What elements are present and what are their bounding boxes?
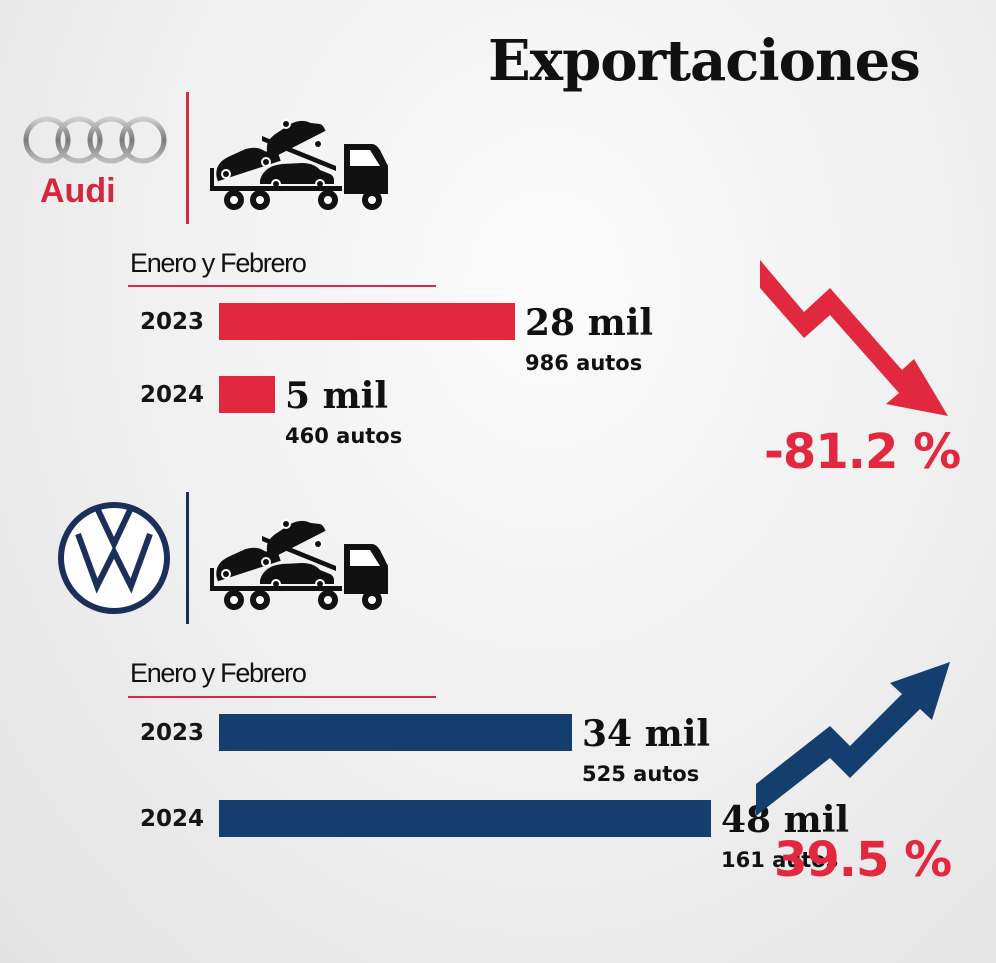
car-carrier-truck-icon — [210, 519, 388, 610]
audi-logo-text: Audi — [40, 172, 116, 210]
vw-bar-2024 — [219, 800, 711, 837]
car-carrier-truck-icon — [210, 119, 388, 210]
vw-period-label: Enero y Febrero — [130, 658, 307, 688]
audi-sub-label-2023: 986 autos — [525, 351, 643, 375]
vw-sub-label-2024: 161 autos — [721, 848, 839, 872]
vw-divider — [186, 492, 189, 624]
vw-tick-label-2024: 2024 — [140, 806, 205, 832]
audi-rings-icon — [23, 116, 167, 164]
vw-period-underline — [128, 696, 436, 698]
vw-value-label-2023: 34 mil — [582, 713, 711, 755]
trend-up-arrow-icon — [756, 662, 950, 816]
vw-sub-label-2023: 525 autos — [582, 762, 700, 786]
vw-bar-2023 — [219, 714, 572, 751]
vw-value-label-2024: 48 mil — [721, 799, 850, 841]
audi-logo: Audi — [20, 112, 170, 212]
page-title: Exportaciones — [488, 28, 921, 94]
audi-tick-label-2024: 2024 — [140, 382, 205, 408]
audi-bar-2023 — [219, 303, 515, 340]
vw-logo-icon — [58, 502, 170, 614]
audi-value-label-2023: 28 mil — [525, 302, 654, 344]
audi-period-underline — [128, 285, 436, 287]
vw-tick-label-2023: 2023 — [140, 720, 205, 746]
trend-down-arrow-icon — [760, 260, 948, 416]
audi-sub-label-2024: 460 autos — [285, 424, 403, 448]
audi-tick-label-2023: 2023 — [140, 309, 205, 335]
audi-change-label: -81.2 % — [764, 424, 961, 480]
audi-value-label-2024: 5 mil — [285, 375, 389, 417]
audi-bar-2024 — [219, 376, 275, 413]
vw-change-label: 39.5 % — [774, 832, 952, 888]
audi-divider — [186, 92, 189, 224]
audi-period-label: Enero y Febrero — [130, 248, 307, 278]
